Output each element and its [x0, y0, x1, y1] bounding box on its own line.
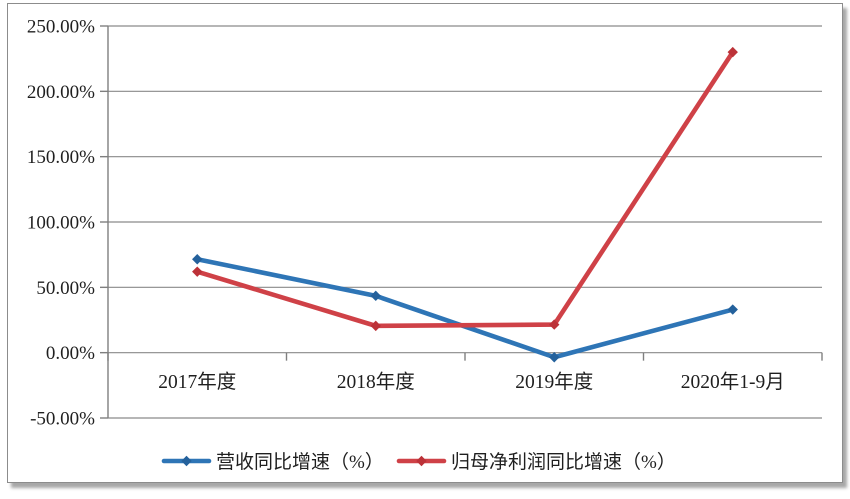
data-point-marker: [549, 352, 560, 363]
x-category-label: 2020年1-9月: [681, 371, 785, 393]
axes: [100, 25, 823, 419]
data-point-marker: [549, 319, 560, 330]
legend-item: 营收同比增速（%）: [161, 451, 384, 473]
y-tick-label: 200.00%: [27, 82, 95, 103]
y-tick-label: 250.00%: [27, 17, 95, 38]
x-category-label: 2018年度: [337, 371, 415, 393]
legend-label: 营收同比增速（%）: [216, 451, 384, 473]
series-0: [192, 254, 738, 363]
y-axis-labels: 250.00% 200.00% 150.00% 100.00% 50.00% 0.00% -…: [27, 17, 95, 430]
y-tick-label: 100.00%: [27, 213, 95, 234]
data-point-marker: [192, 266, 203, 277]
series-line: [194, 49, 736, 329]
data-point-marker: [727, 46, 738, 58]
y-tick-label: 0.00%: [46, 343, 95, 364]
data-point-marker: [416, 455, 427, 467]
x-category-label: 2019年度: [515, 371, 593, 393]
series-line: [194, 256, 736, 360]
legend: 营收同比增速（%） 归母净利润同比增速（%）: [161, 451, 676, 473]
y-tick-label: 50.00%: [36, 278, 95, 299]
data-series: [192, 46, 738, 363]
chart-frame: [7, 3, 843, 483]
legend-label: 归母净利润同比增速（%）: [451, 451, 676, 473]
data-point-marker: [181, 455, 192, 467]
series-1: [192, 46, 738, 332]
x-axis-labels: 2017年度 2018年度 2019年度 2020年1-9月: [158, 371, 785, 393]
x-category-label: 2017年度: [158, 371, 236, 393]
data-point-marker: [370, 320, 381, 332]
y-tick-label: -50.00%: [30, 409, 95, 430]
data-point-marker: [370, 290, 381, 302]
data-point-marker: [192, 254, 203, 265]
data-point-marker: [727, 304, 738, 315]
y-tick-label: 150.00%: [27, 147, 95, 168]
legend-item: 归母净利润同比增速（%）: [396, 451, 676, 473]
